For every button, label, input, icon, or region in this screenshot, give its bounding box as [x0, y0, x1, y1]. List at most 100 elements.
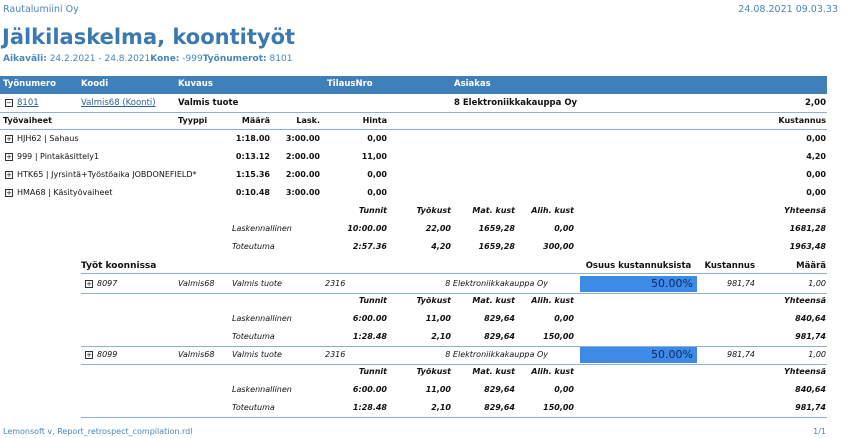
- filter-value: 24.2.2021 - 24.8.2021: [49, 54, 151, 64]
- sum-tyokust: 11,00: [425, 385, 451, 394]
- sum-alihkust: 150,00: [543, 403, 574, 412]
- job-number-link[interactable]: 8101: [17, 98, 39, 108]
- sum-tyokust: 11,00: [425, 314, 451, 323]
- sum-matkust: 829,64: [484, 385, 515, 394]
- sum-yhteensa: 981,74: [795, 403, 826, 412]
- sum-row-label: Toteutuma: [232, 332, 275, 341]
- phases-header: Työvaiheet: [3, 116, 52, 125]
- subjob-number: 8097: [97, 279, 118, 288]
- sum-header-tyokust: Työkust: [416, 296, 451, 305]
- subjob-customer: 8 Elektroniikkakauppa Oy: [445, 350, 548, 359]
- code-link[interactable]: Valmis68 (Koonti): [81, 98, 156, 108]
- cost-share-bar: 50.00%: [580, 347, 697, 363]
- sum-row-label: Laskennallinen: [232, 314, 292, 323]
- expand-icon[interactable]: +: [5, 170, 13, 179]
- sum-header-yhteensa: Yhteensä: [783, 206, 826, 215]
- filter-value: -999: [182, 54, 203, 64]
- phase-lask: 2:00.00: [285, 170, 320, 179]
- subjob-amount: 1,00: [808, 350, 826, 359]
- phase-price: 11,00: [361, 152, 387, 161]
- divider: [81, 417, 827, 418]
- subjob-toggle[interactable]: +8097: [85, 278, 117, 290]
- sum-header-tunnit: Tunnit: [358, 367, 387, 376]
- phase-row-name[interactable]: + HMA68 | Käsityövaiheet: [5, 187, 112, 199]
- phase-row-name[interactable]: + HTK65 | Jyrsintä+Työstöaika JOBDONEFIEL…: [5, 169, 197, 181]
- expand-icon[interactable]: +: [85, 279, 93, 288]
- subjob-code: Valmis68: [178, 350, 215, 359]
- phase-row-name[interactable]: +999 | Pintakäsittely1: [5, 151, 99, 163]
- phase-cost: 0,00: [806, 170, 826, 179]
- expand-icon[interactable]: +: [85, 350, 93, 359]
- expand-icon[interactable]: +: [5, 152, 13, 161]
- phase-name: HMA68 | Käsityövaiheet: [17, 188, 113, 197]
- phases-col-cost: Kustannus: [778, 116, 826, 125]
- col-tyonumero: Työnumero: [3, 79, 56, 89]
- sum-tyokust: 22,00: [425, 224, 451, 233]
- col-cost: Kustannus: [704, 261, 755, 271]
- sum-header-matkust: Mat. kust: [472, 367, 515, 376]
- filter-label: Työnumerot:: [202, 54, 267, 64]
- sum-tyokust: 4,20: [431, 242, 451, 251]
- filter-value: 8101: [269, 54, 293, 64]
- sum-yhteensa: 840,64: [795, 385, 826, 394]
- col-kuvaus: Kuvaus: [178, 79, 213, 89]
- divider: [81, 364, 827, 365]
- sum-row-label: Toteutuma: [232, 242, 275, 251]
- sum-tunnit: 1:28.48: [352, 403, 387, 412]
- subjob-description: Valmis tuote: [232, 279, 282, 288]
- phase-name: HTK65 | Jyrsintä+Työstöaika JOBDONEFIELD…: [17, 170, 197, 179]
- sum-tunnit: 6:00.00: [352, 314, 387, 323]
- sum-tunnit: 1:28.48: [352, 332, 387, 341]
- cost-share-bar: 50.00%: [580, 276, 697, 292]
- col-amount: Määrä: [796, 261, 826, 271]
- table-header: Työnumero Koodi Kuvaus TilausNro Asiakas: [0, 76, 827, 94]
- sum-alihkust: 150,00: [543, 332, 574, 341]
- subjob-code: Valmis68: [178, 279, 215, 288]
- sum-row-label: Laskennallinen: [232, 224, 292, 233]
- phase-name: 999 | Pintakäsittely1: [17, 152, 100, 161]
- sum-header-tyokust: Työkust: [416, 367, 451, 376]
- description: Valmis tuote: [178, 98, 239, 108]
- subjob-number: 8099: [97, 350, 118, 359]
- subjob-toggle[interactable]: +8099: [85, 349, 117, 361]
- customer: 8 Elektroniikkakauppa Oy: [454, 98, 578, 108]
- sum-tyokust: 2,10: [431, 403, 451, 412]
- phase-lask: 2:00.00: [285, 152, 320, 161]
- phase-lask: 3:00.00: [285, 188, 320, 197]
- expand-icon[interactable]: +: [5, 188, 13, 197]
- phase-row-name[interactable]: + HJH62 | Sahaus: [5, 133, 79, 145]
- phases-col-type: Tyyppi: [178, 116, 208, 125]
- sum-header-yhteensa: Yhteensä: [783, 367, 826, 376]
- divider: [81, 293, 827, 294]
- subjob-cost: 981,74: [727, 279, 755, 288]
- timestamp: 24.08.2021 09.03.33: [738, 4, 838, 15]
- sum-header-tunnit: Tunnit: [358, 206, 387, 215]
- filter-summary: Aikaväli: 24.2.2021 - 24.8.2021Kone: -99…: [3, 53, 292, 65]
- subjob-order: 2316: [325, 350, 346, 359]
- main-row-toggle[interactable]: −8101: [5, 97, 39, 109]
- collapse-icon[interactable]: −: [5, 98, 13, 107]
- sum-header-alihkust: Alih. kust: [531, 367, 574, 376]
- divider: [81, 346, 827, 347]
- company-name: Rautalumiini Oy: [3, 4, 79, 15]
- sum-matkust: 829,64: [484, 403, 515, 412]
- col-share: Osuus kustannuksista: [585, 261, 692, 271]
- sum-header-matkust: Mat. kust: [472, 206, 515, 215]
- sum-yhteensa: 981,74: [795, 332, 826, 341]
- quantity: 2,00: [805, 98, 826, 108]
- sum-alihkust: 0,00: [554, 385, 574, 394]
- phase-amount: 1:18.00: [235, 134, 270, 143]
- sum-header-matkust: Mat. kust: [472, 296, 515, 305]
- phase-lask: 3:00.00: [285, 134, 320, 143]
- subjobs-title: Työt koonnissa: [81, 261, 157, 271]
- sum-matkust: 829,64: [484, 314, 515, 323]
- sum-header-tyokust: Työkust: [416, 206, 451, 215]
- footer-source: Lemonsoft v, Report_retrospect_compilati…: [3, 427, 193, 436]
- sum-row-label: Toteutuma: [232, 403, 275, 412]
- sum-header-alihkust: Alih. kust: [531, 296, 574, 305]
- sum-tunnit: 2:57.36: [352, 242, 387, 251]
- sum-matkust: 829,64: [484, 332, 515, 341]
- phase-amount: 1:15.36: [235, 170, 270, 179]
- expand-icon[interactable]: +: [5, 134, 13, 143]
- sum-alihkust: 0,00: [554, 224, 574, 233]
